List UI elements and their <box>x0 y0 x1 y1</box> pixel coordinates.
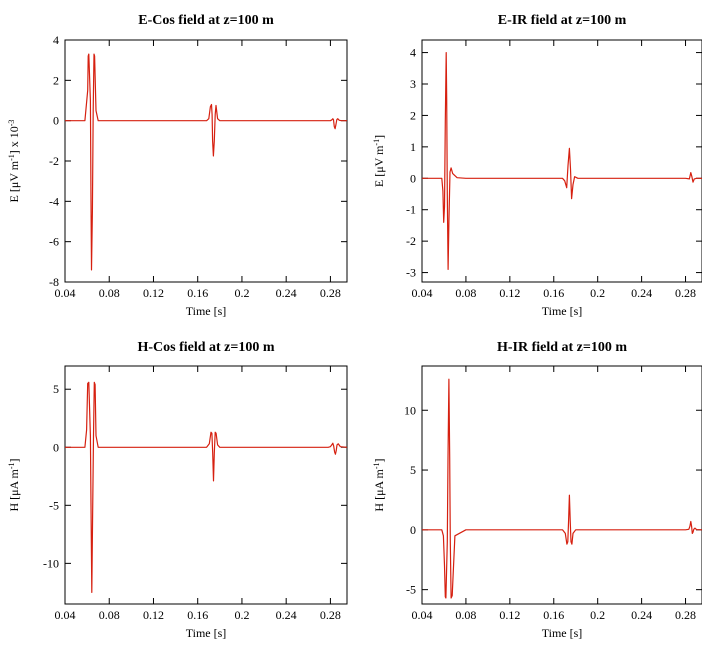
h-cos-ylabel-ylabel-mid: ] <box>7 458 21 462</box>
h-ir-ytick-label: 5 <box>410 463 416 477</box>
e-cos-xtick-label: 0.2 <box>234 286 249 300</box>
e-cos-ytick-label: 4 <box>53 33 59 47</box>
e-ir-xtick-label: 0.24 <box>631 286 652 300</box>
e-cos-ytick-label: -2 <box>49 154 59 168</box>
e-cos-xtick-label: 0.28 <box>320 286 341 300</box>
e-ir-xlabel: Time [s] <box>542 304 583 318</box>
e-cos-xlabel: Time [s] <box>186 304 227 318</box>
h-cos-series-line <box>65 381 348 594</box>
e-cos-ytick-label: 2 <box>53 73 59 87</box>
h-cos-xtick-label: 0.16 <box>187 608 208 622</box>
e-cos-plot-frame <box>64 39 348 283</box>
h-cos-title: H-Cos field at z=100 m <box>137 340 274 355</box>
h-ir-ylabel-ylabel-main: H [μA m <box>372 468 386 511</box>
h-ir-xlabel: Time [s] <box>542 626 583 640</box>
e-ir-ytick-label: 0 <box>410 171 416 185</box>
h-cos-panel: H-Cos field at z=100 m 0.04 0.08 0.12 0.16 0.… <box>7 340 348 640</box>
e-ir-xtick-label: 0.08 <box>455 286 476 300</box>
e-cos-ylabel: E [μV m-1] x 10-3 <box>7 120 22 203</box>
e-ir-series-line <box>422 51 702 270</box>
e-cos-series-line <box>65 53 347 271</box>
h-cos-ytick-label: -10 <box>43 556 59 570</box>
e-cos-ytick-label: -8 <box>49 275 59 289</box>
e-cos-title: E-Cos field at z=100 m <box>138 13 274 28</box>
h-ir-ytick-label: -5 <box>406 583 416 597</box>
e-cos-panel: E-Cos field at z=100 m 0.04 0.08 0.12 0.16 0.… <box>7 13 348 318</box>
h-cos-plot-frame <box>64 365 348 605</box>
e-cos-xtick-label: 0.12 <box>143 286 164 300</box>
h-ir-xtick-label: 0.28 <box>675 608 696 622</box>
e-cos-xtick-label: 0.16 <box>187 286 208 300</box>
e-ir-ytick-label: 2 <box>410 108 416 122</box>
h-ir-ylabel-ylabel-sup1: -1 <box>372 462 381 469</box>
e-cos-xtick-label: 0.04 <box>55 286 76 300</box>
h-cos-xtick-label: 0.12 <box>143 608 164 622</box>
h-ir-xtick-label: 0.24 <box>631 608 652 622</box>
h-ir-xtick-label: 0.16 <box>543 608 564 622</box>
h-ir-ylabel: H [μA m-1] <box>372 458 387 511</box>
e-ir-ylabel-ylabel-mid: ] <box>372 135 386 139</box>
h-cos-ylabel-ylabel-sup1: -1 <box>7 462 16 469</box>
h-ir-panel: H-IR field at z=100 m 0.04 0.08 0.12 0.16 0.2… <box>372 340 702 640</box>
e-ir-xtick-label: 0.04 <box>412 286 433 300</box>
h-cos-ytick-label: -5 <box>49 498 59 512</box>
h-cos-ytick-label: 0 <box>53 440 59 454</box>
h-ir-ytick-label: 10 <box>404 403 416 417</box>
e-cos-ytick-label: -4 <box>49 194 59 208</box>
h-ir-xtick-label: 0.08 <box>455 608 476 622</box>
h-cos-xtick-label: 0.04 <box>55 608 76 622</box>
e-ir-panel: E-IR field at z=100 m 0.04 0.08 0.12 0.16 0.2… <box>372 13 702 318</box>
e-ir-ytick-label: 1 <box>410 140 416 154</box>
e-ir-ytick-label: -3 <box>406 266 416 280</box>
e-cos-xtick-label: 0.08 <box>99 286 120 300</box>
h-cos-xtick-label: 0.08 <box>99 608 120 622</box>
h-ir-xtick-label: 0.12 <box>499 608 520 622</box>
e-ir-ytick-label: 3 <box>410 77 416 91</box>
e-ir-title: E-IR field at z=100 m <box>498 13 627 28</box>
e-ir-ytick-label: -2 <box>406 234 416 248</box>
e-ir-ylabel: E [μV m-1] <box>372 135 387 187</box>
h-ir-ytick-label: 0 <box>410 523 416 537</box>
e-ir-plot-frame <box>421 39 702 283</box>
h-cos-ylabel-ylabel-main: H [μA m <box>7 468 21 511</box>
h-cos-xtick-label: 0.28 <box>320 608 341 622</box>
e-cos-ytick-label: -6 <box>49 235 59 249</box>
h-cos-xtick-label: 0.24 <box>276 608 297 622</box>
e-ir-ylabel-ylabel-main: E [μV m <box>372 145 386 187</box>
e-cos-ytick-label: 0 <box>53 114 59 128</box>
e-ir-ytick-label: -1 <box>406 203 416 217</box>
e-ir-xtick-label: 0.28 <box>675 286 696 300</box>
e-ir-ylabel-ylabel-sup1: -1 <box>372 139 381 146</box>
e-ir-xtick-label: 0.16 <box>543 286 564 300</box>
e-cos-ylabel-ylabel-sup2: -3 <box>7 120 16 127</box>
e-ir-xtick-label: 0.12 <box>499 286 520 300</box>
e-cos-ylabel-ylabel-main: E [μV m <box>7 160 21 202</box>
e-cos-ylabel-ylabel-mid: ] x 10 <box>7 126 21 154</box>
h-cos-ylabel: H [μA m-1] <box>7 458 22 511</box>
h-cos-xtick-label: 0.2 <box>234 608 249 622</box>
h-ir-xtick-label: 0.2 <box>590 608 605 622</box>
e-cos-ylabel-ylabel-sup1: -1 <box>7 154 16 161</box>
h-cos-xlabel: Time [s] <box>186 626 227 640</box>
h-ir-plot-frame <box>421 365 702 605</box>
e-cos-xtick-label: 0.24 <box>276 286 297 300</box>
h-cos-ytick-label: 5 <box>53 382 59 396</box>
e-ir-ytick-label: 4 <box>410 46 416 60</box>
e-ir-xtick-label: 0.2 <box>590 286 605 300</box>
h-ir-series-line <box>422 378 702 599</box>
h-ir-xtick-label: 0.04 <box>412 608 433 622</box>
h-ir-ylabel-ylabel-mid: ] <box>372 458 386 462</box>
h-ir-title: H-IR field at z=100 m <box>497 340 627 355</box>
